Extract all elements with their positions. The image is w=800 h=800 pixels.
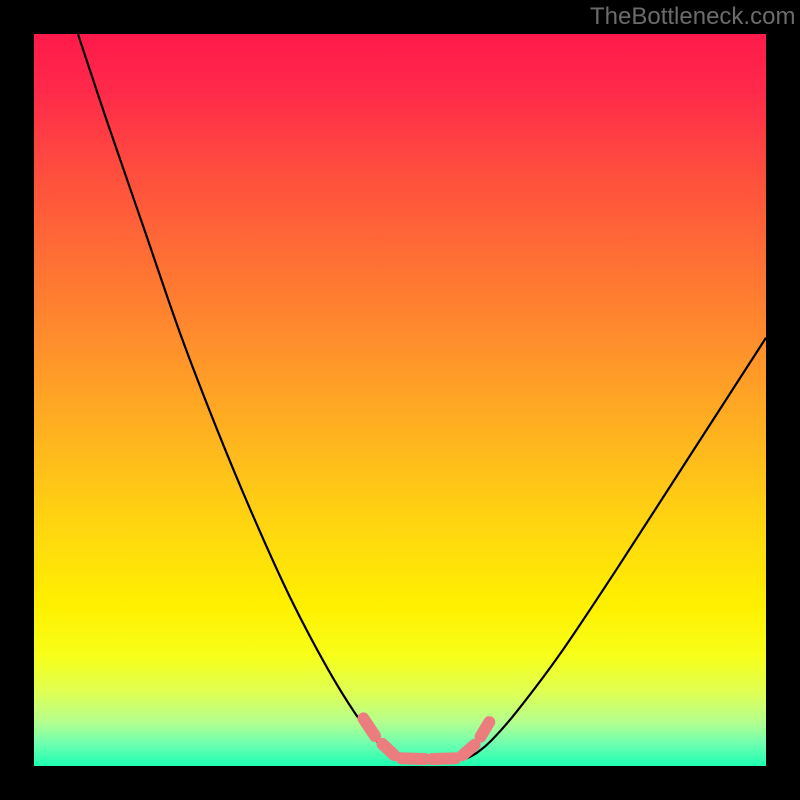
bottom-segment [401, 758, 424, 759]
watermark-text: TheBottleneck.com [590, 3, 795, 31]
left-curve [78, 34, 404, 759]
right-curve [466, 338, 766, 759]
bottom-segment [481, 722, 490, 737]
chart-stage: TheBottleneck.com [0, 0, 800, 800]
bottom-segment [363, 718, 375, 736]
bottom-segment [382, 744, 394, 755]
bottom-segment [432, 758, 455, 759]
bottom-segment [463, 745, 475, 755]
bottleneck-curve-chart [0, 0, 800, 800]
